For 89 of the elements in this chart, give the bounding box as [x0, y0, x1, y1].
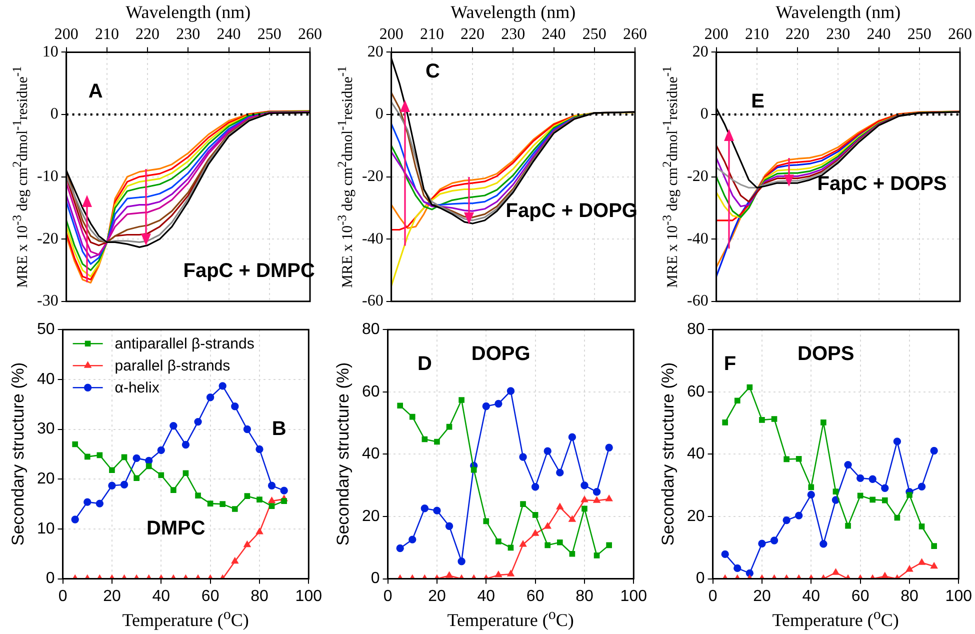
y-tick-label: 0 — [370, 570, 380, 588]
y-tick-label: 40 — [37, 370, 55, 388]
x-tick-label: 200 — [704, 26, 728, 43]
x-tick-label: 220 — [460, 26, 485, 43]
y-tick-label: 0 — [696, 570, 705, 588]
y-tick-label: 10 — [37, 520, 55, 538]
x-tick-label: 80 — [900, 588, 918, 605]
x-tick-label: 200 — [379, 26, 404, 43]
x-tick-label: 20 — [103, 588, 121, 605]
x-tick-label: 250 — [257, 26, 282, 43]
annotation: B — [272, 418, 286, 440]
x-axis-title: Wavelength (nm) — [776, 2, 901, 23]
y-tick-label: 10 — [42, 43, 58, 60]
x-tick-label: 210 — [420, 26, 444, 43]
y-axis-title: Secondary structure (%) — [8, 362, 29, 546]
x-tick-label: 80 — [250, 588, 268, 605]
annotation: C — [426, 60, 440, 83]
y-tick-label: -40 — [687, 230, 708, 248]
y-tick-label: 20 — [692, 43, 708, 60]
x-tick-label: 60 — [526, 588, 544, 605]
y-tick-label: 30 — [37, 420, 55, 438]
y-tick-label: 0 — [46, 570, 55, 588]
x-tick-label: 260 — [298, 26, 322, 43]
y-tick-label: -20 — [37, 230, 58, 248]
x-tick-label: 260 — [623, 26, 647, 43]
x-tick-label: 250 — [907, 26, 932, 43]
x-axis-title: Temperature ($^{o}$C) — [772, 606, 899, 631]
y-tick-label: -30 — [37, 292, 58, 310]
annotation: A — [88, 80, 103, 103]
legend-label: antiparallel β-strands — [114, 336, 254, 353]
x-tick-label: 20 — [753, 588, 771, 605]
x-tick-label: 60 — [851, 588, 870, 605]
x-tick-label: 230 — [501, 26, 526, 43]
y-axis-title: Secondary structure (%) — [334, 362, 354, 546]
y-tick-label: -10 — [37, 168, 58, 186]
x-tick-label: 240 — [216, 26, 241, 43]
y-tick-label: 20 — [37, 470, 55, 488]
annotation: DOPS — [798, 343, 854, 366]
y-tick-label: -20 — [362, 168, 384, 186]
x-axis-title: Temperature ($^{o}$C) — [447, 606, 574, 631]
x-tick-label: 250 — [582, 26, 606, 43]
x-tick-label: 220 — [136, 26, 160, 43]
x-tick-label: 210 — [94, 26, 119, 43]
x-tick-label: 200 — [54, 26, 78, 43]
x-tick-label: 230 — [176, 26, 200, 43]
annotation: E — [751, 90, 764, 113]
annotation: DOPG — [471, 343, 530, 366]
legend-label: α-helix — [114, 380, 160, 397]
x-tick-label: 240 — [542, 26, 566, 43]
annotation: F — [724, 353, 736, 376]
annotation: FapC + DOPS — [817, 172, 947, 195]
y-tick-label: 20 — [687, 508, 705, 525]
legend-label: parallel β-strands — [114, 358, 230, 375]
x-tick-label: 40 — [152, 588, 170, 605]
y-tick-label: 50 — [37, 321, 55, 338]
x-tick-label: 220 — [786, 26, 810, 43]
y-tick-label: 80 — [362, 321, 380, 338]
y-tick-label: 80 — [687, 321, 705, 338]
y-tick-label: 0 — [700, 106, 708, 123]
y-tick-label: -40 — [362, 230, 384, 248]
y-tick-label: 40 — [362, 446, 380, 463]
x-axis-title: Wavelength (nm) — [450, 2, 576, 23]
x-tick-label: 100 — [945, 588, 972, 605]
x-tick-label: 40 — [477, 588, 496, 605]
x-tick-label: 230 — [826, 26, 850, 43]
annotation: DMPC — [146, 517, 206, 540]
y-tick-label: -60 — [687, 292, 708, 310]
x-tick-label: 20 — [428, 588, 446, 605]
annotation: D — [417, 353, 432, 376]
y-tick-label: 0 — [50, 106, 58, 123]
y-tick-label: 60 — [687, 383, 705, 400]
y-tick-label: 20 — [362, 508, 380, 525]
y-tick-label: 0 — [375, 106, 384, 123]
x-tick-label: 100 — [295, 588, 322, 605]
y-axis-title: Secondary structure (%) — [658, 362, 679, 546]
x-tick-label: 40 — [802, 588, 820, 605]
x-tick-label: 60 — [201, 588, 220, 605]
x-tick-label: 240 — [866, 26, 891, 43]
x-tick-label: 100 — [620, 588, 648, 605]
x-axis-title: Wavelength (nm) — [126, 2, 251, 23]
x-axis-title: Temperature ($^{o}$C) — [122, 606, 249, 631]
x-tick-label: 260 — [948, 26, 972, 43]
y-tick-label: 40 — [687, 446, 705, 463]
x-tick-label: 80 — [576, 588, 594, 605]
x-tick-label: 210 — [744, 26, 769, 43]
y-tick-label: 60 — [362, 383, 380, 400]
y-tick-label: 20 — [367, 43, 384, 60]
y-tick-label: -20 — [687, 168, 708, 186]
y-tick-label: -60 — [362, 292, 384, 310]
